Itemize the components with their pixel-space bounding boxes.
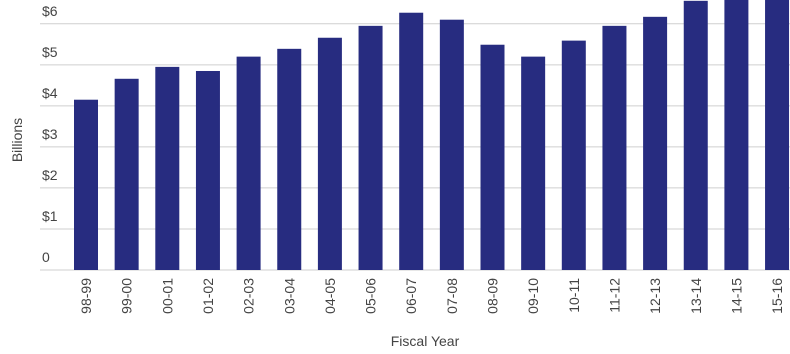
x-tick-label: 09-10 <box>525 278 541 314</box>
bar <box>561 40 586 270</box>
x-tick-label: 01-02 <box>200 278 216 314</box>
x-tick-label: 07-08 <box>444 278 460 314</box>
x-tick-label: 06-07 <box>403 278 419 314</box>
bar <box>155 66 180 271</box>
y-tick-label: 0 <box>42 249 50 265</box>
x-tick-label: 12-13 <box>647 278 663 314</box>
x-tick-label: 00-01 <box>159 278 175 314</box>
x-tick-label: 05-06 <box>363 278 379 314</box>
y-tick-label: $5 <box>42 44 58 60</box>
bar <box>521 56 546 270</box>
y-tick-label: $6 <box>42 3 58 19</box>
y-tick-label: $1 <box>42 208 58 224</box>
bar <box>399 12 424 270</box>
x-tick-label: 08-09 <box>485 278 501 314</box>
y-tick-label: $2 <box>42 167 58 183</box>
x-tick-label: 03-04 <box>281 278 297 314</box>
bar <box>765 0 790 271</box>
bar <box>114 78 139 270</box>
x-tick-label: 11-12 <box>606 278 622 313</box>
bar <box>602 25 627 271</box>
x-tick-label: 10-11 <box>566 278 582 313</box>
y-tick-label: $3 <box>42 126 58 142</box>
x-axis-title: Fiscal Year <box>391 333 460 349</box>
x-tick-label: 99-00 <box>119 278 135 314</box>
bar <box>195 70 220 270</box>
x-tick-label: 13-14 <box>688 278 704 314</box>
bar <box>480 44 505 271</box>
x-tick-label: 04-05 <box>322 278 338 314</box>
bar <box>724 0 749 270</box>
bar <box>277 48 302 270</box>
bar <box>358 25 383 271</box>
bar <box>317 37 342 270</box>
x-tick-label: 02-03 <box>241 278 257 314</box>
bar <box>643 16 668 271</box>
bar <box>236 56 261 270</box>
bar <box>74 99 98 270</box>
bar <box>683 0 708 270</box>
bar <box>439 19 464 271</box>
x-tick-label: 98-99 <box>78 278 94 314</box>
y-tick-label: $4 <box>42 85 58 101</box>
y-axis-title: Billions <box>9 118 25 162</box>
x-tick-label: 15-16 <box>769 278 785 314</box>
x-tick-label: 14-15 <box>728 278 744 314</box>
